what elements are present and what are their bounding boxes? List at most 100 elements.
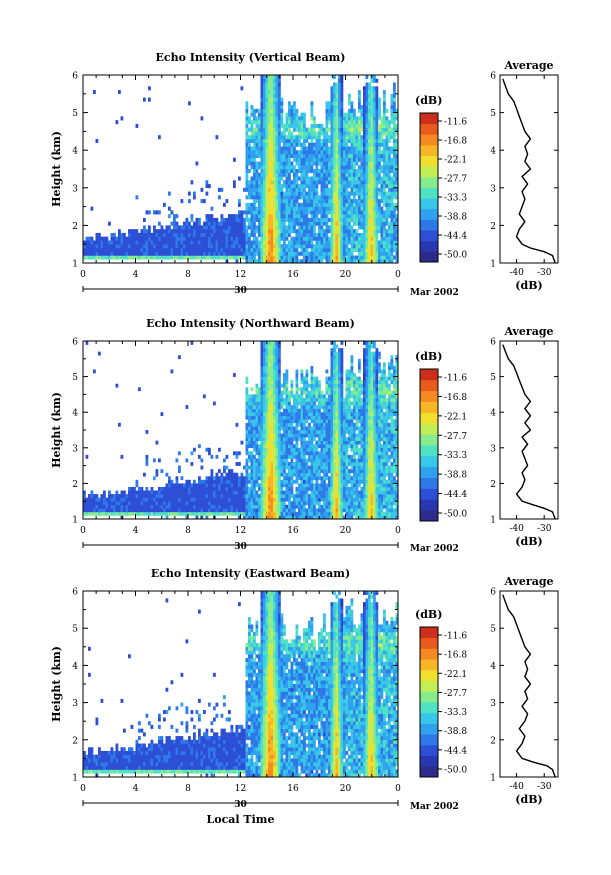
heatmap-cell xyxy=(258,430,261,434)
heatmap-cell xyxy=(280,397,284,402)
heatmap-cell xyxy=(240,483,244,488)
heatmap-cell xyxy=(150,255,154,260)
heatmap-cell xyxy=(335,191,339,196)
heatmap-cell xyxy=(245,486,249,491)
heatmap-cell xyxy=(258,120,261,125)
heatmap-cell xyxy=(343,138,346,143)
heatmap-cell xyxy=(128,255,131,260)
heatmap-cell xyxy=(263,93,266,98)
heatmap-cell xyxy=(88,255,91,260)
heatmap-cell xyxy=(303,376,306,381)
heatmap-cell xyxy=(298,476,301,481)
heatmap-cell xyxy=(103,251,106,256)
average-x-label: (dB) xyxy=(515,279,542,292)
heatmap-cell xyxy=(255,240,259,245)
heatmap-cell xyxy=(250,458,254,463)
heatmap-cell xyxy=(205,497,209,502)
heatmap-cell xyxy=(185,490,189,495)
heatmap-cell xyxy=(280,229,284,234)
heatmap-cell xyxy=(260,508,264,513)
heatmap-cell xyxy=(313,221,316,226)
heatmap-cell xyxy=(395,229,399,234)
heatmap-cell xyxy=(285,373,289,377)
heatmap-cell xyxy=(293,397,296,402)
heatmap-cell xyxy=(195,236,199,241)
heatmap-cell xyxy=(148,210,151,215)
heatmap-cell xyxy=(323,150,326,155)
heatmap-cell xyxy=(313,169,316,174)
y-axis-label: Height (km) xyxy=(50,131,63,207)
heatmap-cell xyxy=(218,244,221,249)
heatmap-cell xyxy=(255,217,259,222)
heatmap-cell xyxy=(365,187,369,192)
heatmap-cell xyxy=(163,511,166,516)
heatmap-cell xyxy=(120,501,124,506)
heatmap-cell xyxy=(315,195,319,200)
heatmap-cell xyxy=(360,123,364,128)
heatmap-cell xyxy=(268,380,271,385)
heatmap-cell xyxy=(338,142,341,147)
heatmap-cell xyxy=(165,251,169,256)
heatmap-cell xyxy=(268,362,271,367)
average-y-tick-label: 3 xyxy=(490,184,496,194)
heatmap-cell xyxy=(283,161,286,166)
heatmap-cell xyxy=(385,244,389,249)
heatmap-cell xyxy=(193,232,196,237)
heatmap-cell xyxy=(390,101,394,106)
heatmap-cell xyxy=(260,341,264,345)
heatmap-cell xyxy=(108,251,111,256)
heatmap-cell xyxy=(275,376,279,381)
heatmap-cell xyxy=(265,180,269,185)
colorbar-swatch xyxy=(420,113,438,125)
heatmap-cell xyxy=(308,437,311,441)
heatmap-cell xyxy=(258,229,261,234)
heatmap-cell xyxy=(318,146,321,151)
heatmap-cell xyxy=(273,454,276,459)
heatmap-cell xyxy=(358,153,361,159)
heatmap-cell xyxy=(318,135,321,140)
heatmap-cell xyxy=(230,504,234,509)
heatmap-cell xyxy=(113,240,116,245)
heatmap-cell xyxy=(130,486,134,491)
heatmap-cell xyxy=(265,465,269,470)
colorbar-tick-label: -50.0 xyxy=(444,251,467,261)
heatmap-cell xyxy=(270,153,274,159)
heatmap-cell xyxy=(183,229,186,234)
heatmap-cell xyxy=(340,150,344,155)
heatmap-cell xyxy=(273,469,276,474)
heatmap-cell xyxy=(260,479,264,484)
heatmap-cell xyxy=(255,123,259,128)
heatmap-cell xyxy=(258,146,261,151)
heatmap-cell xyxy=(320,184,324,189)
heatmap-cell xyxy=(390,131,394,136)
heatmap-cell xyxy=(273,362,276,367)
heatmap-cell xyxy=(263,479,266,484)
heatmap-cell xyxy=(185,497,189,502)
heatmap-cell xyxy=(253,172,256,177)
heatmap-cell xyxy=(305,490,309,495)
heatmap-cell xyxy=(215,490,219,495)
heatmap-cell xyxy=(123,247,126,253)
heatmap-cell xyxy=(300,184,304,189)
heatmap-cell xyxy=(308,180,311,185)
heatmap-cell xyxy=(260,486,264,491)
heatmap-cell xyxy=(100,508,104,513)
heatmap-cell xyxy=(200,483,204,488)
heatmap-cell xyxy=(188,225,191,230)
x-tick-label: 12 xyxy=(235,270,246,280)
heatmap-cell xyxy=(298,244,301,249)
heatmap-cell xyxy=(310,131,314,136)
heatmap-cell xyxy=(298,454,301,459)
heatmap-cell xyxy=(273,462,276,466)
heatmap-cell xyxy=(305,515,309,520)
heatmap-cell xyxy=(120,494,124,498)
heatmap-cell xyxy=(233,508,236,513)
heatmap-cell xyxy=(263,369,266,374)
heatmap-cell xyxy=(258,187,261,192)
heatmap-cell xyxy=(353,229,356,234)
heatmap-cell xyxy=(270,426,274,431)
heatmap-cell xyxy=(253,412,256,417)
heatmap-cell xyxy=(333,108,336,113)
heatmap-cell xyxy=(278,444,281,449)
heatmap-cell xyxy=(238,501,241,506)
